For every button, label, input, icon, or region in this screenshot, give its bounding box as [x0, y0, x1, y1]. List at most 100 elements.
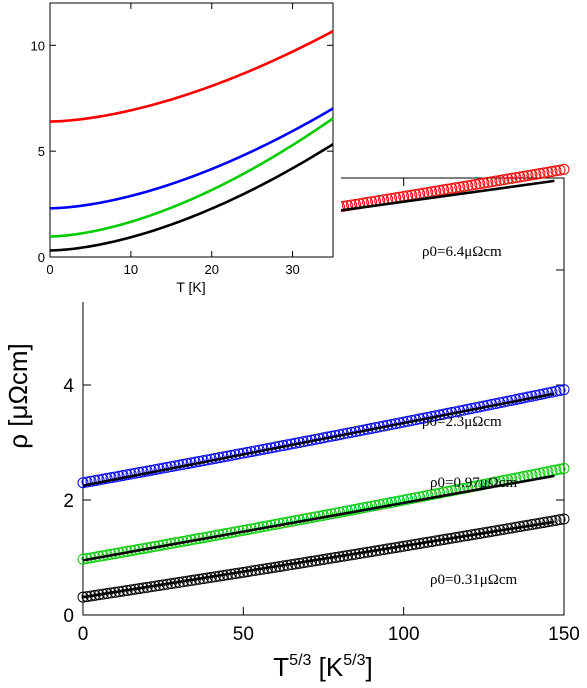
x-tick-label: 100: [388, 624, 420, 645]
inset-y-tick-label: 10: [31, 38, 45, 53]
data-point: [85, 475, 97, 487]
data-point: [522, 170, 534, 182]
data-point: [530, 168, 542, 180]
data-point: [382, 497, 394, 509]
data-point: [470, 178, 482, 190]
x-tick-label: 0: [78, 624, 89, 645]
fit-line: [82, 520, 555, 599]
series-label: ρ0=2.3μΩcm: [422, 414, 502, 430]
data-point: [374, 499, 386, 511]
data-point: [109, 471, 121, 483]
data-point: [390, 496, 402, 508]
data-point: [458, 180, 470, 192]
data-point: [498, 174, 510, 186]
y-tick-label: 2: [63, 491, 74, 512]
data-point: [490, 175, 502, 187]
data-point: [546, 386, 558, 398]
inset-chart: 0 10 20 30 0 5 10 T [K]: [0, 0, 341, 302]
data-point: [354, 503, 366, 515]
data-point: [406, 493, 418, 505]
data-point: [454, 483, 466, 495]
x-tick-label: 50: [233, 624, 254, 645]
data-point: [422, 489, 434, 501]
data-point: [93, 474, 105, 486]
data-point: [418, 490, 430, 502]
inset-series-line: [49, 117, 334, 238]
inset-x-tick-label: 20: [204, 262, 218, 277]
data-point: [554, 514, 566, 526]
data-point: [414, 491, 426, 503]
data-point: [442, 485, 454, 497]
inset-ticks: 0 10 20 30 0 5 10: [31, 3, 333, 277]
data-point: [430, 488, 442, 500]
main-ticks: 0501001500246: [63, 178, 580, 645]
data-point: [486, 176, 498, 188]
data-point: [494, 174, 506, 186]
data-point: [554, 384, 566, 396]
data-point: [502, 173, 514, 185]
inset-y-tick-label: 5: [38, 144, 45, 159]
data-point: [558, 462, 570, 474]
data-point: [442, 183, 454, 195]
data-point: [482, 176, 494, 188]
fit-line: [82, 392, 555, 487]
data-point: [398, 494, 410, 506]
main-y-axis-title: ρ [μΩcm]: [3, 343, 33, 449]
data-point: [370, 499, 382, 511]
series-label: ρ0=0.97μΩcm: [430, 475, 518, 491]
data-point: [454, 181, 466, 193]
data-point: [378, 498, 390, 510]
inset-series-line: [49, 107, 334, 210]
x-title-sup: 5/3: [289, 652, 311, 669]
fit-line: [82, 474, 555, 562]
data-point: [434, 487, 446, 499]
data-point: [506, 172, 518, 184]
data-point: [554, 164, 566, 176]
data-point: [550, 165, 562, 177]
data-point: [410, 492, 422, 504]
data-point: [558, 163, 570, 175]
data-point: [81, 476, 93, 488]
data-point: [362, 501, 374, 513]
series-points: [77, 384, 570, 489]
data-point: [518, 170, 530, 182]
inset-x-axis-title: T [K]: [176, 279, 205, 295]
data-point: [426, 489, 438, 501]
data-point: [358, 502, 370, 514]
data-point: [550, 385, 562, 397]
y-tick-label: 4: [63, 376, 74, 397]
data-point: [546, 515, 558, 527]
inset-x-tick-label: 30: [285, 262, 299, 277]
inset-y-tick-label: 0: [38, 250, 45, 265]
main-annotations: ρ0=6.4μΩcm ρ0=2.3μΩcm ρ0=0.97μΩcm ρ0=0.31μΩ…: [422, 244, 518, 588]
data-point: [514, 171, 526, 183]
data-point: [554, 463, 566, 475]
data-point: [438, 486, 450, 498]
data-point: [542, 166, 554, 178]
data-point: [534, 168, 546, 180]
data-point: [510, 172, 522, 184]
data-point: [474, 178, 486, 190]
data-point: [462, 180, 474, 192]
data-point: [558, 513, 570, 525]
data-point: [546, 165, 558, 177]
main-x-axis-title: T5/3 [K5/3]: [273, 652, 372, 682]
data-point: [366, 500, 378, 512]
data-point: [550, 514, 562, 526]
data-point: [101, 472, 113, 484]
data-point: [394, 495, 406, 507]
data-point: [402, 493, 414, 505]
data-point: [89, 475, 101, 487]
data-point: [450, 182, 462, 194]
inset-plot-frame: [49, 2, 334, 258]
data-point: [466, 179, 478, 191]
data-point: [386, 496, 398, 508]
inset-series: [49, 30, 334, 252]
inset-series-line: [49, 30, 334, 123]
data-point: [113, 470, 125, 482]
inset-series-line: [49, 143, 334, 252]
data-point: [446, 182, 458, 194]
data-point: [446, 485, 458, 497]
data-point: [450, 484, 462, 496]
